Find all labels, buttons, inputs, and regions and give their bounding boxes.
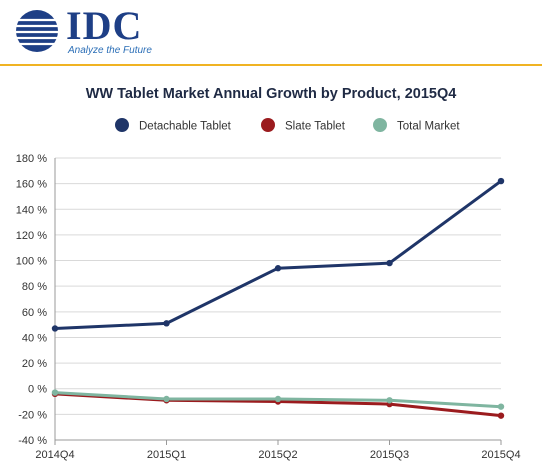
data-point xyxy=(497,403,505,410)
legend-label: Slate Tablet xyxy=(285,121,346,133)
y-tick-labels: -40 % -20 % 0 % 20 % 40 % 60 % 80 % 100 % 120 % 1… xyxy=(16,153,47,447)
y-tick-label: 140 % xyxy=(16,204,47,216)
series-points xyxy=(51,177,505,419)
y-tick-label: 80 % xyxy=(22,281,47,293)
y-tick-label: 20 % xyxy=(22,358,47,370)
y-tick-label: 0 % xyxy=(28,384,47,396)
x-tick-label: 2015Q1 xyxy=(147,449,186,461)
chart-title: WW Tablet Market Annual Growth by Produc… xyxy=(86,86,457,102)
logo-wordmark: IDC xyxy=(66,3,143,48)
y-tick-label: 120 % xyxy=(16,230,47,242)
y-tick-label: -20 % xyxy=(18,409,47,421)
y-tick-label: 180 % xyxy=(16,153,47,165)
legend-marker xyxy=(115,118,129,132)
series-lines xyxy=(53,179,503,418)
data-point xyxy=(497,177,505,185)
header-divider xyxy=(0,64,542,66)
globe-icon xyxy=(16,10,58,52)
y-tick-label: 60 % xyxy=(22,307,47,319)
legend-marker xyxy=(373,118,387,132)
series-line-0 xyxy=(53,179,503,330)
legend-label: Total Market xyxy=(397,121,460,133)
y-tick-label: -40 % xyxy=(18,435,47,447)
header: IDC Analyze the Future xyxy=(0,0,542,62)
legend-marker xyxy=(261,118,275,132)
line-chart: WW Tablet Market Annual Growth by Produc… xyxy=(16,86,521,461)
y-tick-label: 40 % xyxy=(22,332,47,344)
chart-legend: Detachable Tablet Slate Tablet Total Marke… xyxy=(115,118,460,133)
y-tick-label: 100 % xyxy=(16,256,47,268)
data-point xyxy=(51,325,59,332)
data-point xyxy=(386,259,393,267)
data-point xyxy=(163,320,170,327)
x-tick-labels: 2014Q4 2015Q1 2015Q2 2015Q3 2015Q4 xyxy=(35,449,520,461)
x-tick-label: 2015Q2 xyxy=(258,449,297,461)
logo-tagline: Analyze the Future xyxy=(68,45,152,56)
grid-lines xyxy=(55,157,501,441)
idc-logo: IDC Analyze the Future xyxy=(14,3,154,58)
data-point xyxy=(51,389,59,396)
data-point xyxy=(386,397,393,404)
x-tick-label: 2015Q4 xyxy=(481,449,520,461)
data-point xyxy=(274,265,282,272)
legend-label: Detachable Tablet xyxy=(139,121,232,133)
data-point xyxy=(497,412,505,419)
x-tick-label: 2015Q3 xyxy=(370,449,409,461)
data-point xyxy=(163,395,170,403)
data-point xyxy=(274,395,282,403)
x-tick-label: 2014Q4 xyxy=(35,449,74,461)
y-tick-label: 160 % xyxy=(16,179,47,191)
